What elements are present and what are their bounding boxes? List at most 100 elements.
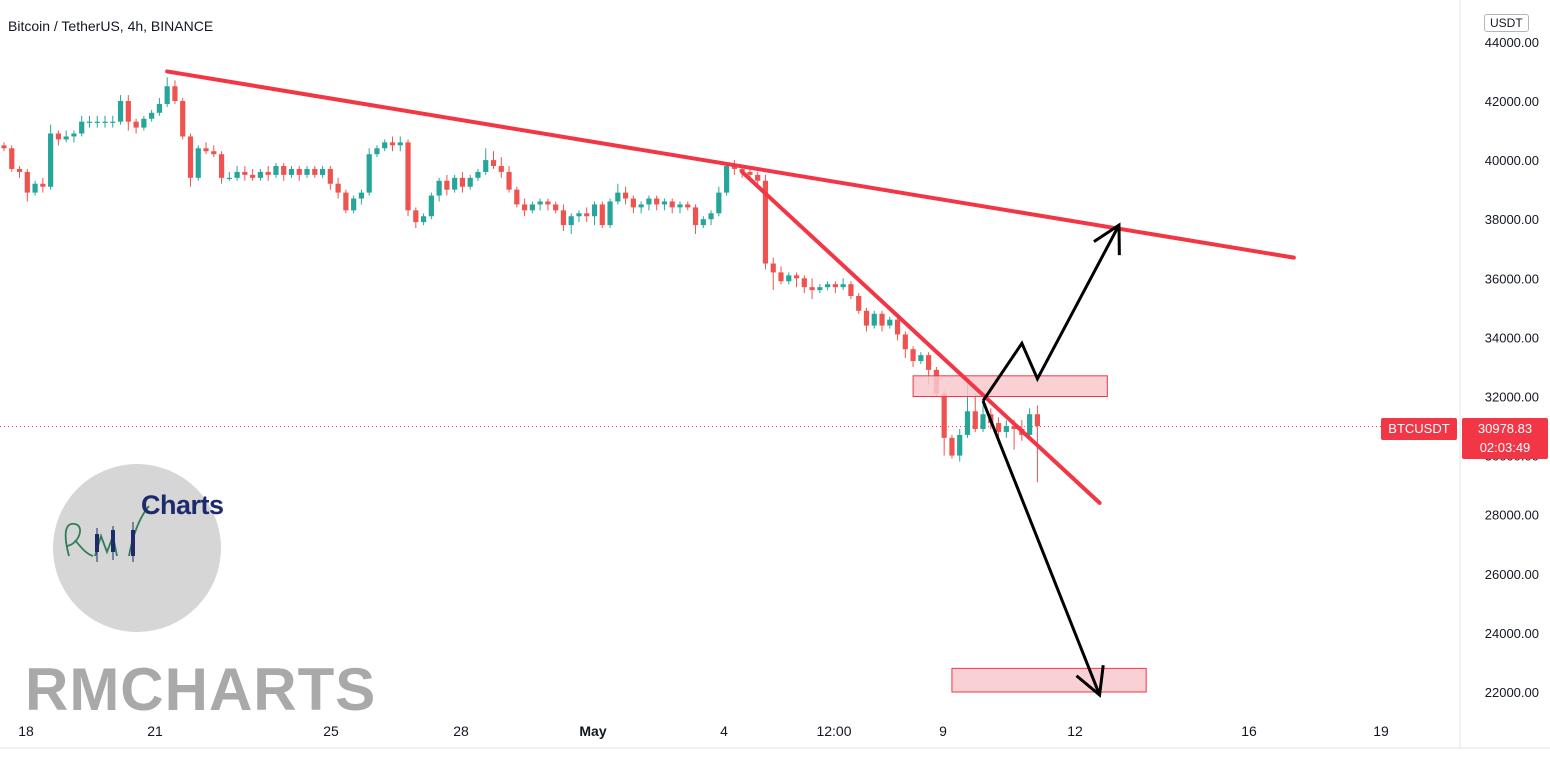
trendlines[interactable]: [165, 69, 1296, 505]
candle-body: [265, 171, 271, 175]
price-zone: [951, 667, 1147, 693]
candle-body: [553, 204, 559, 211]
candle: [180, 98, 186, 140]
candle-body: [133, 121, 139, 128]
candle: [257, 168, 264, 181]
time-tick-label: May: [579, 723, 606, 739]
candle: [273, 163, 279, 178]
arrow-head: [1075, 664, 1105, 698]
candle-body: [79, 121, 85, 134]
candle-body: [599, 204, 605, 226]
candle-body: [615, 192, 621, 202]
candle-body: [250, 174, 256, 178]
candle-body: [894, 319, 901, 335]
time-tick-label: 25: [323, 723, 339, 739]
candle-body: [568, 216, 574, 226]
candle-body: [475, 171, 481, 178]
price-tick-label: 22000.00: [1485, 685, 1539, 700]
candle: [638, 201, 644, 214]
candle-body: [856, 296, 862, 311]
candle: [94, 115, 100, 128]
projection-arrow: [981, 400, 1101, 696]
currency-button[interactable]: USDT: [1484, 14, 1529, 32]
candle-body: [467, 177, 473, 187]
candle-body: [187, 136, 194, 178]
candle-body: [149, 112, 155, 119]
last-price-value: 30978.83: [1477, 421, 1533, 436]
candle: [63, 130, 69, 143]
candle-body: [281, 166, 287, 175]
candle: [48, 124, 54, 190]
price-axis[interactable]: 44000.00 42000.00 40000.00 38000.00 36000.00…: [1459, 0, 1539, 748]
price-tick-label: 34000.00: [1485, 330, 1539, 345]
arrow-head: [1093, 222, 1121, 256]
candle-body: [918, 355, 924, 362]
trendline: [165, 69, 1296, 260]
candle-body: [646, 198, 652, 205]
candle-body: [203, 148, 209, 152]
candle: [708, 210, 714, 226]
candle: [607, 198, 613, 229]
candle-body: [273, 166, 279, 175]
candle-body: [863, 310, 870, 326]
candle: [537, 198, 543, 211]
candle: [957, 429, 963, 462]
candle: [584, 207, 590, 223]
candle-body: [405, 142, 411, 211]
time-tick-label: 18: [18, 723, 34, 739]
price-tick-label: 44000.00: [1485, 35, 1539, 50]
candle-body: [623, 192, 629, 199]
candle: [164, 77, 170, 107]
candle: [755, 171, 761, 184]
candle-body: [793, 275, 800, 279]
time-tick-label: 19: [1373, 723, 1389, 739]
candle-body: [428, 195, 434, 217]
candle: [319, 166, 326, 178]
candle: [591, 201, 598, 226]
candle-body: [413, 210, 419, 223]
candle: [949, 434, 955, 459]
candle-body: [747, 171, 753, 175]
candle: [724, 163, 730, 196]
candle-body: [24, 171, 30, 193]
candle: [630, 195, 636, 214]
candle-body: [941, 393, 947, 438]
candle: [234, 166, 240, 181]
candle-body: [156, 103, 162, 113]
candle: [879, 310, 885, 332]
candle-body: [848, 284, 854, 297]
candle: [506, 166, 512, 193]
candle-body: [576, 213, 582, 217]
time-axis[interactable]: 18 21 25 28 May 4 12:00 9 12 16 19: [0, 723, 1550, 749]
candle: [250, 168, 256, 181]
candle-body: [832, 284, 838, 288]
candle: [265, 166, 271, 181]
candle-body: [351, 198, 357, 211]
candle-body: [778, 272, 784, 282]
candle-body: [343, 192, 349, 211]
candle: [692, 204, 699, 234]
projection-arrow: [981, 224, 1121, 402]
candle-body: [319, 168, 326, 175]
candle-body: [964, 411, 971, 435]
candle: [389, 136, 396, 152]
candle-body: [452, 177, 458, 190]
price-tick-label: 28000.00: [1485, 508, 1539, 523]
candle: [910, 346, 916, 367]
candle-body: [584, 213, 590, 217]
candle: [1003, 420, 1009, 438]
candle-body: [312, 168, 318, 175]
candle: [553, 201, 559, 214]
candle-body: [902, 334, 908, 350]
candle: [762, 174, 769, 270]
time-tick-label: 12: [1067, 723, 1083, 739]
brand-logo-mark: [64, 505, 150, 562]
candle-body: [172, 86, 178, 101]
candle: [133, 118, 139, 134]
arrows[interactable]: [981, 222, 1121, 698]
candle: [281, 163, 287, 181]
candle: [778, 266, 784, 285]
candle: [436, 177, 442, 202]
